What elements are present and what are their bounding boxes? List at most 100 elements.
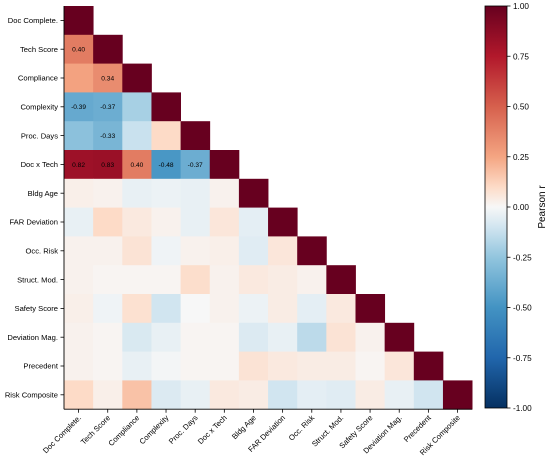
heatmap-cell-12-8 — [297, 351, 327, 381]
heatmap-cell-4-0 — [64, 121, 94, 151]
heatmap-cell-10-5 — [209, 294, 240, 324]
heatmap-cell-3-0 — [64, 92, 94, 122]
heatmap-cell-4-3 — [151, 121, 181, 151]
heatmap-cell-13-7 — [268, 380, 298, 410]
heatmap-cell-7-1 — [93, 207, 123, 237]
y-tick-label: Tech Score — [20, 45, 58, 54]
colorbar-tick-label: 0.50 — [513, 103, 529, 112]
x-tick-label: Bldg Age — [230, 413, 258, 441]
heatmap-cell-5-1 — [93, 150, 123, 180]
x-tick-label: Compliance — [107, 413, 142, 448]
cell-value-label: -0.37 — [188, 162, 203, 169]
heatmap-cell-10-9 — [326, 294, 356, 324]
heatmap-cell-13-3 — [151, 380, 181, 410]
y-tick-label: Compliance — [18, 74, 58, 83]
heatmap-cell-13-9 — [326, 380, 356, 410]
heatmap-cell-6-2 — [122, 178, 152, 208]
heatmap-cell-8-2 — [122, 236, 152, 266]
colorbar-tick-label: -1.00 — [513, 404, 532, 413]
heatmap-cell-8-6 — [238, 236, 269, 266]
heatmap-cell-11-1 — [93, 322, 123, 352]
y-tick-label: Occ. Risk — [26, 247, 59, 256]
heatmap-cell-8-5 — [209, 236, 240, 266]
y-tick-label: FAR Deviation — [9, 218, 58, 227]
heatmap-cell-3-3 — [151, 92, 181, 122]
heatmap-cell-13-13 — [442, 380, 473, 410]
heatmap-cell-9-8 — [297, 265, 327, 295]
heatmap-cell-4-4 — [180, 121, 211, 151]
heatmap-cell-2-0 — [64, 63, 94, 93]
heatmap-cell-7-3 — [151, 207, 181, 237]
heatmap-cell-8-8 — [297, 236, 327, 266]
cell-value-label: -0.33 — [100, 133, 115, 140]
heatmap-cell-10-4 — [180, 294, 211, 324]
heatmap-cell-0-0 — [64, 6, 94, 36]
heatmap-cell-6-4 — [180, 178, 211, 208]
heatmap-cell-13-10 — [355, 380, 386, 410]
heatmap-cell-12-11 — [384, 351, 415, 381]
heatmap-cell-10-10 — [355, 294, 386, 324]
heatmap-cell-7-6 — [238, 207, 269, 237]
heatmap-cell-12-4 — [180, 351, 211, 381]
heatmap-cell-4-1 — [93, 121, 123, 151]
cell-value-label: 0.40 — [130, 162, 143, 169]
heatmap-cell-5-0 — [64, 150, 94, 180]
heatmap-cell-7-2 — [122, 207, 152, 237]
heatmap-cell-12-10 — [355, 351, 386, 381]
y-tick-label: Precedent — [23, 362, 59, 371]
cell-value-label: 0.83 — [101, 162, 114, 169]
heatmap-cell-6-1 — [93, 178, 123, 208]
heatmap-cell-10-0 — [64, 294, 94, 324]
x-tick-label: Doc x Tech — [196, 413, 229, 446]
y-tick-label: Doc x Tech — [21, 160, 58, 169]
heatmap-cell-9-9 — [326, 265, 356, 295]
heatmap-cell-11-6 — [238, 322, 269, 352]
heatmap-cell-11-8 — [297, 322, 327, 352]
heatmap-cell-11-4 — [180, 322, 211, 352]
heatmap-cell-12-6 — [238, 351, 269, 381]
heatmap-cell-11-3 — [151, 322, 181, 352]
heatmap-cell-13-8 — [297, 380, 327, 410]
heatmap-cell-10-8 — [297, 294, 327, 324]
heatmap-cell-2-2 — [122, 63, 152, 93]
heatmap-cell-12-1 — [93, 351, 123, 381]
heatmap-cell-10-6 — [238, 294, 269, 324]
heatmap-cell-13-12 — [413, 380, 444, 410]
colorbar-tick-label: -0.25 — [513, 253, 532, 262]
heatmap-cell-3-1 — [93, 92, 123, 122]
heatmap-cell-12-12 — [413, 351, 444, 381]
heatmap-cell-5-2 — [122, 150, 152, 180]
heatmap-cell-5-5 — [209, 150, 240, 180]
heatmap-cell-9-6 — [238, 265, 269, 295]
colorbar-tick-label: 0.75 — [513, 52, 529, 61]
y-tick-label: Doc Complete. — [8, 16, 58, 25]
heatmap-cell-6-3 — [151, 178, 181, 208]
heatmap-cell-10-1 — [93, 294, 123, 324]
heatmap-cell-12-5 — [209, 351, 240, 381]
colorbar: 1.00 0.75 0.50 0.25 0.00 -0.25 -0.50 -0.75 -1.00… — [484, 2, 548, 413]
heatmap-cell-13-6 — [238, 380, 269, 410]
cell-value-label: -0.48 — [159, 162, 174, 169]
x-tick-label: Occ. Risk — [287, 413, 316, 442]
colorbar-ticks: 1.00 0.75 0.50 0.25 0.00 -0.25 -0.50 -0.75 -1.00 — [507, 2, 532, 413]
heatmap-cell-3-2 — [122, 92, 152, 122]
heatmap-cell-7-4 — [180, 207, 211, 237]
heatmap-cell-8-3 — [151, 236, 181, 266]
colorbar-tick-label: -0.50 — [513, 304, 532, 313]
heatmap-cell-8-1 — [93, 236, 123, 266]
cell-value-label: -0.39 — [71, 104, 86, 111]
heatmap-cell-12-2 — [122, 351, 152, 381]
heatmap-cell-values: 0.40 0.34 -0.39 -0.37 -0.33 0.82 0.83 0.40 -0.48… — [71, 47, 203, 169]
heatmap-cell-11-2 — [122, 322, 152, 352]
heatmap-cell-10-7 — [268, 294, 298, 324]
heatmap-cell-9-3 — [151, 265, 181, 295]
heatmap-cell-13-11 — [384, 380, 415, 410]
y-tick-label: Proc. Days — [21, 131, 58, 140]
heatmap-cell-7-7 — [268, 207, 298, 237]
heatmap-cell-2-1 — [93, 63, 123, 93]
heatmap-cells — [64, 6, 473, 410]
heatmap-cell-9-7 — [268, 265, 298, 295]
heatmap-cell-9-1 — [93, 265, 123, 295]
y-tick-label: Safety Score — [15, 304, 58, 313]
